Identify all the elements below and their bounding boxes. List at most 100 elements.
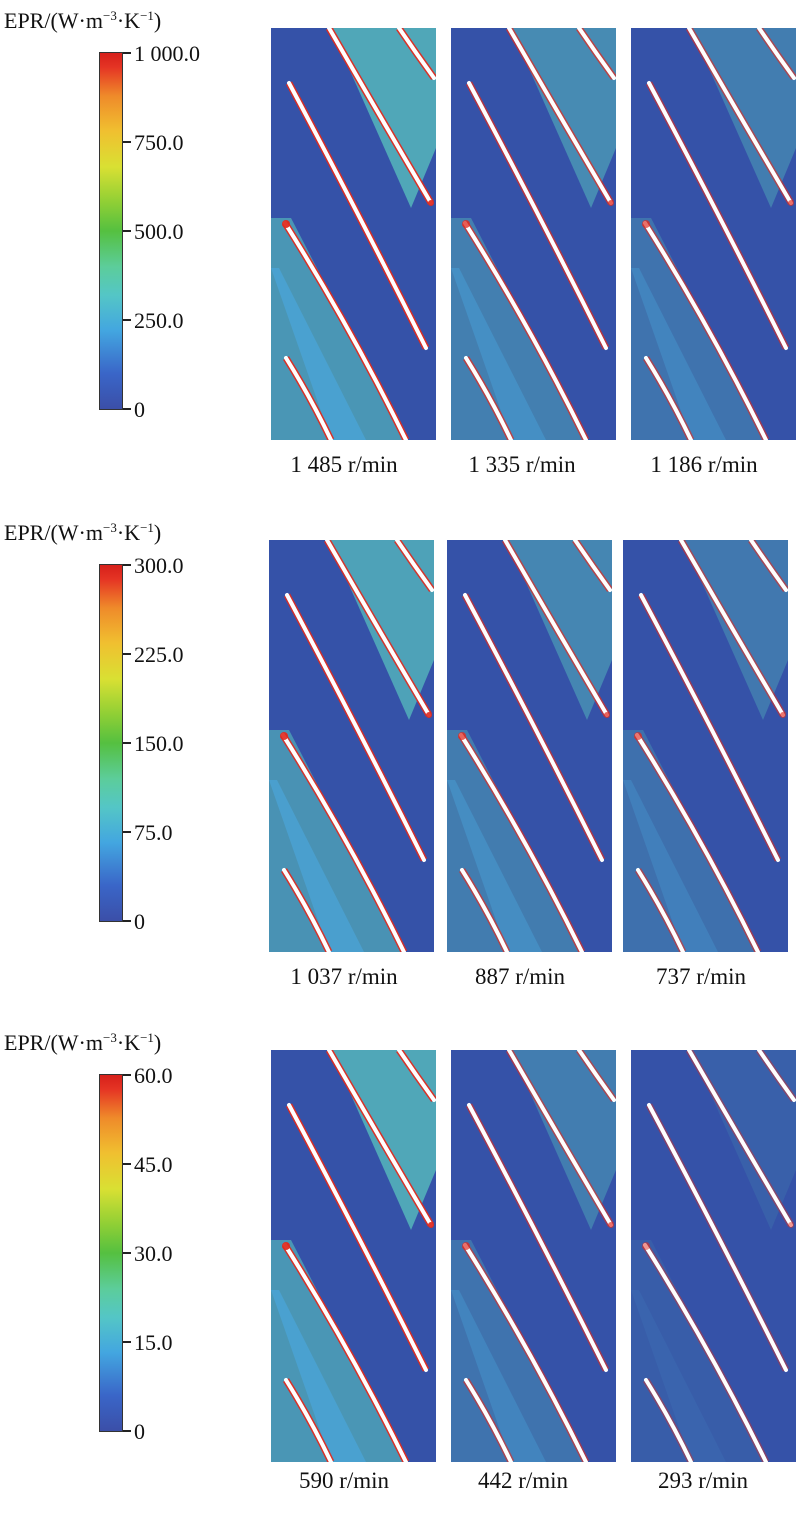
colorbar-tick-label: 0 — [134, 1419, 145, 1444]
leading-edge-spot — [462, 1242, 470, 1250]
colorbar-tick-label: 1 000.0 — [134, 41, 200, 66]
leading-edge-spot — [634, 732, 642, 740]
colorbar — [99, 564, 123, 922]
colorbar-tick — [123, 564, 131, 566]
colorbar-tick — [123, 1430, 131, 1432]
blade — [283, 221, 408, 440]
blade — [644, 1378, 693, 1462]
blade — [643, 1243, 768, 1462]
panel-caption: 590 r/min — [298, 1468, 390, 1493]
trailing-edge-spot — [604, 712, 610, 718]
colorbar-tick-label: 30.0 — [134, 1241, 173, 1266]
blade — [639, 593, 780, 862]
blade — [395, 540, 434, 592]
blade — [577, 1050, 616, 1102]
blade — [281, 733, 406, 952]
contour-panel — [447, 540, 612, 952]
blade — [647, 1103, 788, 1372]
blade — [463, 1243, 588, 1462]
blade — [464, 1378, 513, 1462]
colorbar-tick-label: 15.0 — [134, 1330, 173, 1355]
panel-caption: 442 r/min — [477, 1468, 569, 1493]
colorbar-tick — [123, 653, 131, 655]
contour-plot — [271, 1050, 436, 1462]
trailing-edge-spot — [780, 712, 786, 718]
contour-plot — [451, 28, 616, 440]
blade — [577, 28, 616, 80]
colorbar-tick-label: 500.0 — [134, 219, 184, 244]
leading-edge-spot — [282, 1242, 290, 1250]
wake-region — [271, 1290, 366, 1462]
contour-group-3: EPR/(W·m−3·K−1) 60.0 45.0 30.0 15.0 0 59… — [0, 1030, 800, 1520]
leading-edge-spot — [642, 220, 650, 228]
panel-caption: 1 037 r/min — [290, 964, 398, 989]
colorbar-tick — [123, 1341, 131, 1343]
contour-panel — [451, 28, 616, 440]
leading-edge-spot — [458, 732, 466, 740]
contour-panel — [451, 1050, 616, 1462]
colorbar-tick — [123, 230, 131, 232]
contour-plot — [451, 1050, 616, 1462]
contour-plot — [271, 28, 436, 440]
blade — [464, 356, 513, 440]
colorbar-tick-label: 250.0 — [134, 308, 184, 333]
colorbar-tick-label: 0 — [134, 909, 145, 934]
blade — [327, 28, 433, 205]
colorbar-tick-label: 45.0 — [134, 1152, 173, 1177]
blade — [463, 593, 604, 862]
trailing-edge-spot — [608, 200, 614, 206]
blade — [687, 28, 793, 205]
panel-caption: 293 r/min — [657, 1468, 749, 1493]
wake-region — [631, 1290, 726, 1462]
colorbar-unit-label: EPR/(W·m−3·K−1) — [4, 520, 162, 545]
blade — [460, 868, 509, 952]
blade — [467, 81, 608, 350]
blade — [507, 1050, 613, 1227]
contour-panel — [623, 540, 788, 952]
colorbar-unit-label: EPR/(W·m−3·K−1) — [4, 8, 162, 33]
contour-group-1: EPR/(W·m−3·K−1) 1 000.0 750.0 500.0 250.… — [0, 8, 800, 498]
wake-region — [623, 780, 718, 952]
blade — [507, 28, 613, 205]
contour-plot — [269, 540, 434, 952]
blade — [757, 28, 796, 80]
colorbar-tick-label: 0 — [134, 397, 145, 422]
blade — [635, 733, 760, 952]
blade — [503, 540, 609, 717]
wake-region — [631, 1240, 766, 1462]
leading-edge-spot — [462, 220, 470, 228]
blade — [749, 540, 788, 592]
blade — [287, 81, 428, 350]
contour-plot — [631, 1050, 796, 1462]
colorbar-tick-label: 60.0 — [134, 1063, 173, 1088]
contour-panel — [269, 540, 434, 952]
blade — [687, 1050, 793, 1227]
colorbar-unit-label: EPR/(W·m−3·K−1) — [4, 1030, 162, 1055]
trailing-edge-spot — [788, 1222, 794, 1228]
colorbar-tick-label: 75.0 — [134, 820, 173, 845]
panel-caption: 1 485 r/min — [290, 452, 398, 477]
trailing-edge-spot — [608, 1222, 614, 1228]
wake-region — [447, 780, 542, 952]
colorbar-tick-label: 225.0 — [134, 642, 184, 667]
contour-panel — [631, 1050, 796, 1462]
wake-region — [451, 268, 546, 440]
contour-panel — [631, 28, 796, 440]
colorbar-tick — [123, 920, 131, 922]
blade — [327, 1050, 433, 1227]
leading-edge-spot — [282, 220, 290, 228]
panel-caption: 1 335 r/min — [468, 452, 576, 477]
blade — [467, 1103, 608, 1372]
colorbar-tick — [123, 1074, 131, 1076]
blade — [573, 540, 612, 592]
contour-plot — [623, 540, 788, 952]
blade — [679, 540, 785, 717]
blade — [459, 733, 584, 952]
blade — [283, 1243, 408, 1462]
colorbar — [99, 1074, 123, 1432]
blade — [636, 868, 685, 952]
panel-caption: 1 186 r/min — [650, 452, 758, 477]
contour-panel — [271, 28, 436, 440]
contour-panel — [271, 1050, 436, 1462]
colorbar-tick-label: 150.0 — [134, 731, 184, 756]
